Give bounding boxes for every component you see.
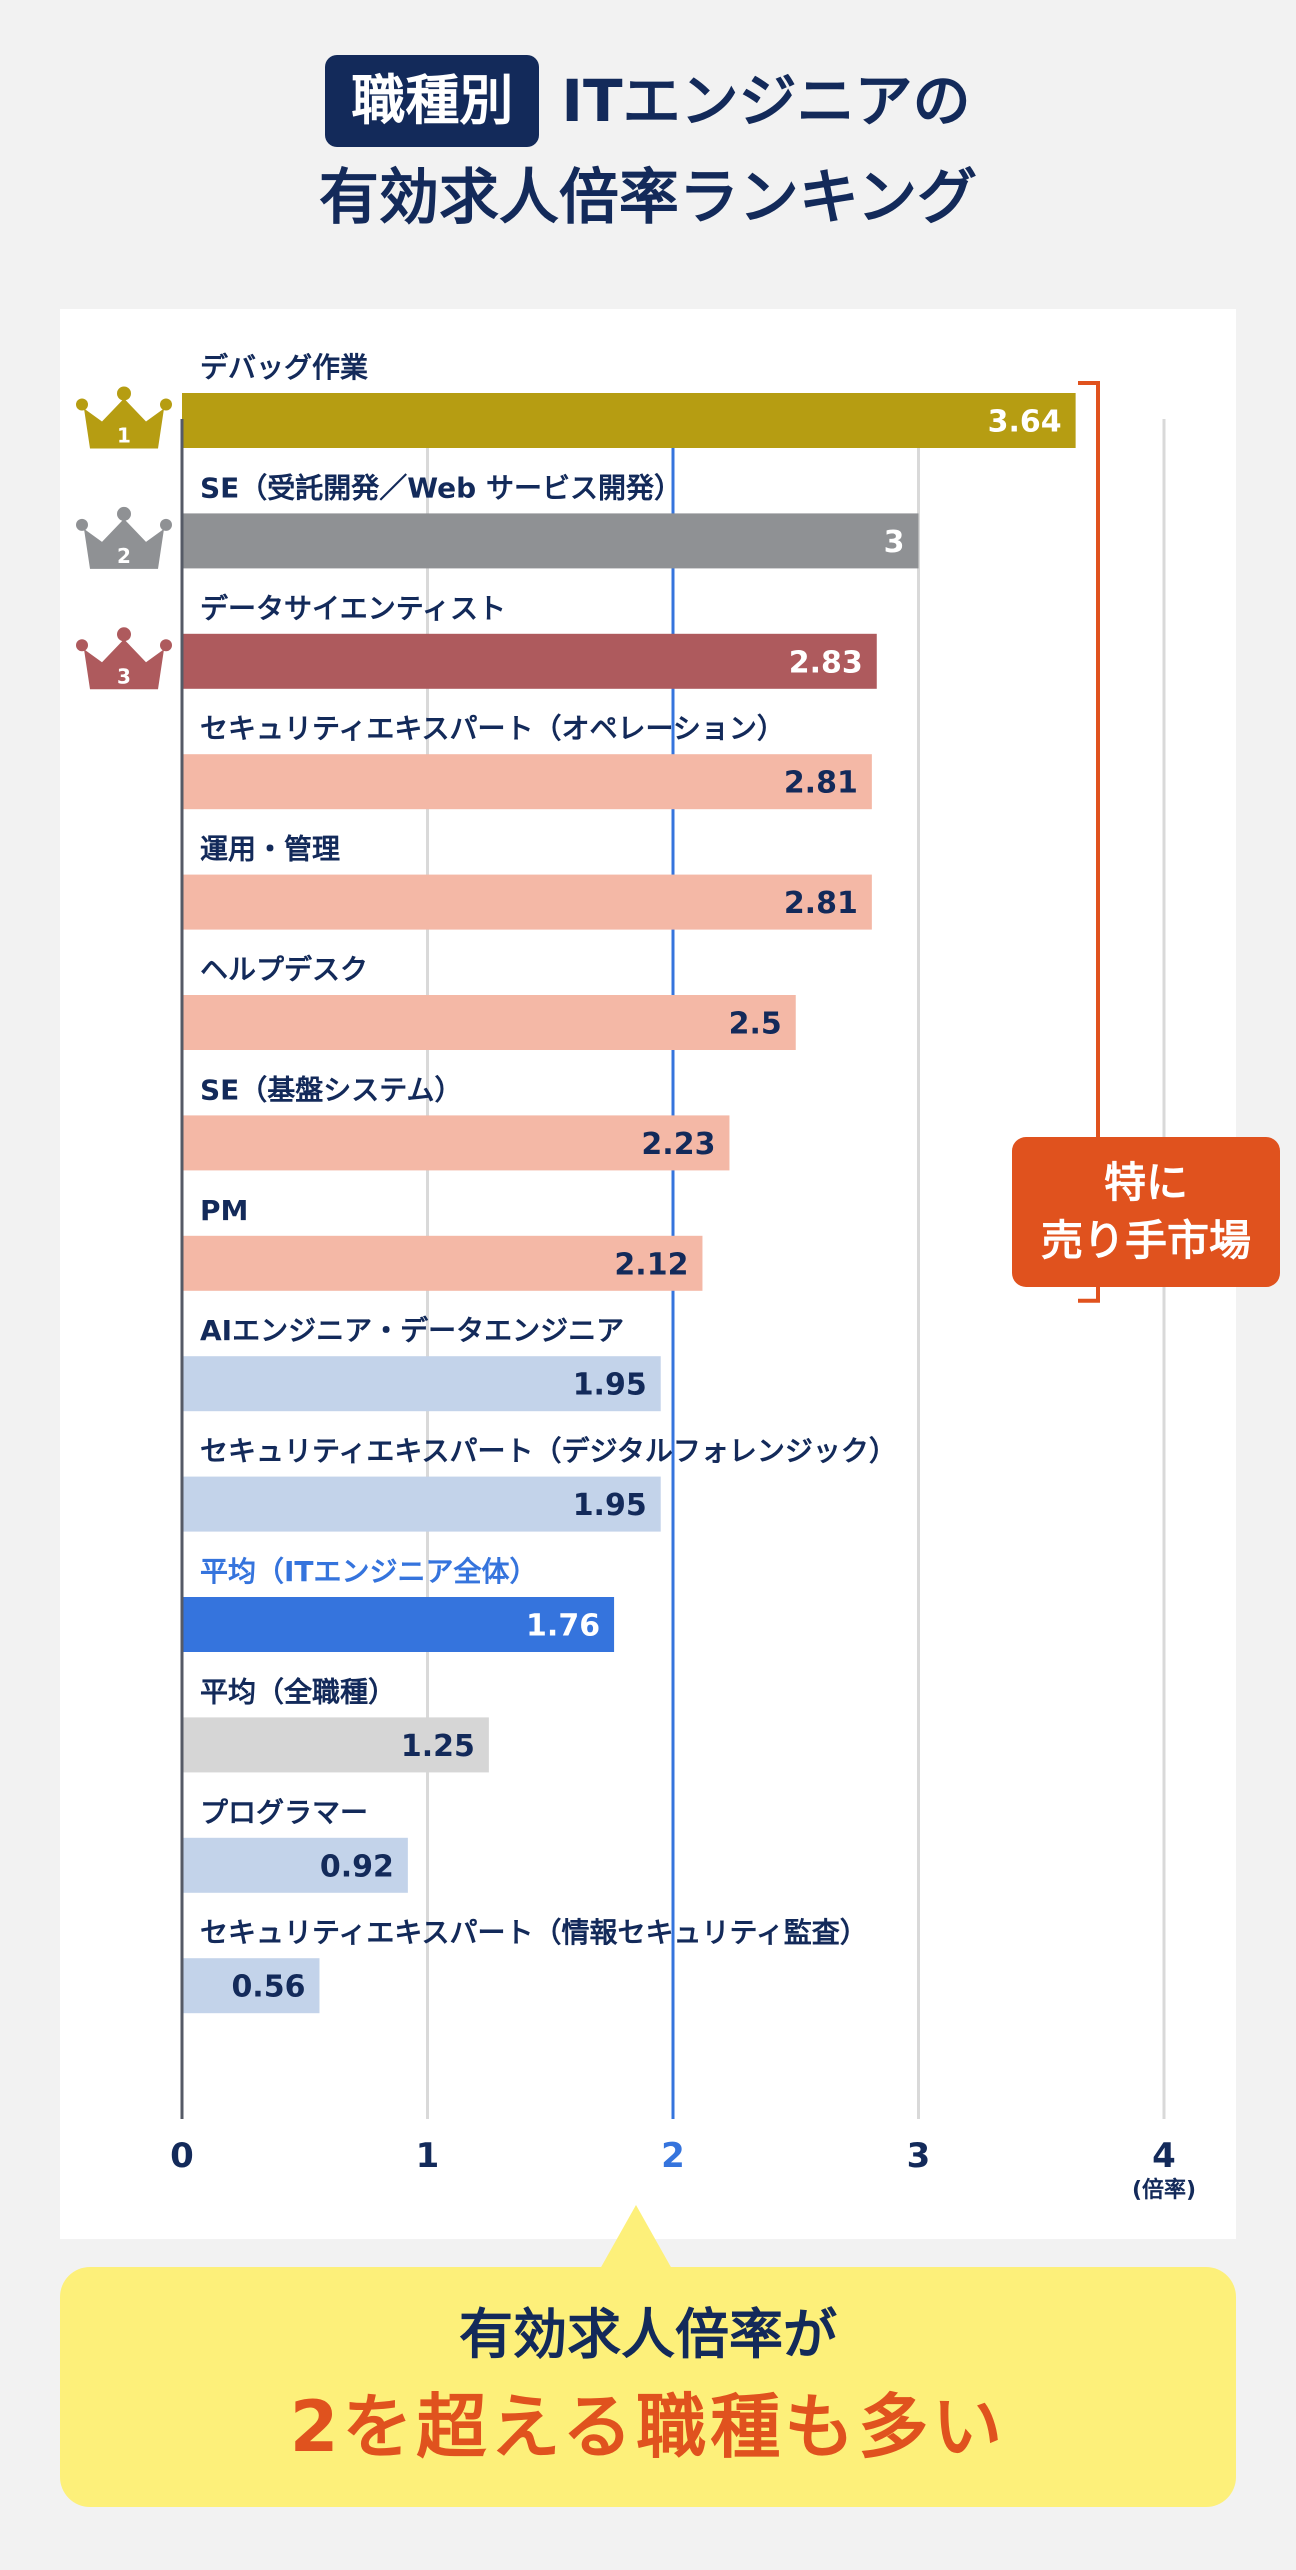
chart-panel: 0 1 2 3 4 (倍率) デバッグ作業 3.64 SE（受託開発／Web サービス開発） 3 デ… xyxy=(60,309,1280,2239)
category-label: セキュリティエキスパート（オペレーション） xyxy=(200,712,785,745)
bar xyxy=(182,1476,661,1532)
bar-row: 平均（ITエンジニア全体） 1.76 xyxy=(182,1555,615,1652)
bar xyxy=(182,633,877,689)
data-label: 1.95 xyxy=(573,1368,647,1403)
sellers-market-callout: 特に 売り手市場 xyxy=(1012,1137,1280,1287)
data-label: 1.95 xyxy=(573,1488,647,1523)
data-label: 0.92 xyxy=(320,1849,394,1884)
x-tick-label: 1 xyxy=(416,2136,440,2176)
bar-row: セキュリティエキスパート（オペレーション） 2.81 xyxy=(182,712,872,810)
data-label: 3.64 xyxy=(988,405,1062,440)
category-label: 運用・管理 xyxy=(200,833,340,866)
category-label: SE（基盤システム） xyxy=(200,1073,462,1106)
crown-dot xyxy=(117,506,131,521)
category-label: ヘルプデスク xyxy=(200,953,368,986)
callout-line1: 特に xyxy=(1103,1158,1188,1207)
x-tick-label: 4 xyxy=(1152,2136,1176,2176)
category-label: セキュリティエキスパート（デジタルフォレンジック） xyxy=(200,1435,897,1468)
callout-line2: 売り手市場 xyxy=(1040,1216,1251,1265)
crown-dot xyxy=(160,518,172,531)
bar xyxy=(182,1958,320,2014)
x-axis-unit: (倍率) xyxy=(1132,2177,1196,2203)
bar-row: ヘルプデスク 2.5 xyxy=(182,953,796,1050)
callout-pointer xyxy=(600,2205,672,2269)
x-tick-label: 0 xyxy=(170,2136,194,2176)
bar xyxy=(182,1717,489,1773)
crown-dot xyxy=(117,627,131,642)
title-line1: 職種別 ITエンジニアの xyxy=(0,55,1296,147)
bar-row: 平均（全職種）1.25 xyxy=(182,1675,489,1773)
category-badge: 職種別 xyxy=(325,55,540,147)
bar-row: データサイエンティスト 2.83 xyxy=(182,592,877,689)
bar xyxy=(182,995,796,1050)
category-label: プログラマー xyxy=(200,1796,368,1829)
bar xyxy=(182,1115,730,1171)
rank-number: 2 xyxy=(117,544,131,568)
data-label: 2.23 xyxy=(641,1127,715,1162)
bar-row: PM 2.12 xyxy=(182,1194,703,1291)
bar xyxy=(182,1356,661,1412)
category-label: セキュリティエキスパート（情報セキュリティ監査） xyxy=(200,1916,868,1949)
x-tick-label: 3 xyxy=(907,2136,931,2176)
crown-dot xyxy=(76,518,88,531)
category-label: デバッグ作業 xyxy=(200,351,368,384)
data-label: 1.76 xyxy=(526,1609,600,1644)
crown-shape xyxy=(84,639,164,690)
rank-number: 1 xyxy=(117,424,131,448)
bar xyxy=(182,1235,703,1291)
data-label: 2.81 xyxy=(784,766,858,801)
data-label: 2.83 xyxy=(789,645,863,680)
bar-row: SE（受託開発／Web サービス開発） 3 xyxy=(182,471,919,569)
bar xyxy=(182,393,1076,448)
bar-row: セキュリティエキスパート（情報セキュリティ監査） 0.56 xyxy=(182,1916,868,2014)
category-label: SE（受託開発／Web サービス開発） xyxy=(200,471,682,504)
bar-row: SE（基盤システム） 2.23 xyxy=(182,1073,730,1171)
data-label: 0.56 xyxy=(231,1970,305,2005)
crown-dot xyxy=(160,398,172,411)
bar-row: セキュリティエキスパート（デジタルフォレンジック） 1.95 xyxy=(182,1435,897,1532)
category-label: AIエンジニア・データエンジニア xyxy=(200,1314,624,1347)
category-label: 平均（ITエンジニア全体） xyxy=(200,1555,538,1588)
data-label: 2.5 xyxy=(729,1007,782,1042)
crown-dot xyxy=(76,398,88,411)
crown-icon: 1 xyxy=(76,386,172,449)
summary-line1: 有効求人倍率が xyxy=(459,2303,837,2366)
data-label: 2.12 xyxy=(614,1247,688,1282)
category-label: 平均（全職種） xyxy=(200,1675,396,1708)
data-label: 2.81 xyxy=(784,886,858,921)
sellers-market-bracket xyxy=(1078,381,1100,1303)
bar xyxy=(182,1837,408,1893)
crown-shape xyxy=(84,518,164,569)
crown-dot xyxy=(76,639,88,652)
bar-row: 運用・管理 2.81 xyxy=(182,833,872,930)
crown-shape xyxy=(84,398,164,449)
chart-title-part2: 有効求人倍率ランキング xyxy=(318,163,978,233)
data-label: 3 xyxy=(884,525,905,560)
rank-number: 3 xyxy=(117,664,131,688)
data-label: 1.25 xyxy=(401,1729,475,1764)
crown-dot xyxy=(117,386,131,401)
bar xyxy=(182,1597,615,1652)
bar-row: デバッグ作業 3.64 xyxy=(182,351,1076,448)
category-label: PM xyxy=(200,1194,248,1227)
bar xyxy=(182,874,872,930)
summary-box: 有効求人倍率が 2を超える職種も多い xyxy=(60,2267,1236,2507)
chart-title-part1: ITエンジニアの xyxy=(561,67,971,135)
summary-line2: 2を超える職種も多い xyxy=(289,2386,1007,2468)
chart-header: 職種別 ITエンジニアの 有効求人倍率ランキング xyxy=(0,55,1296,243)
bar xyxy=(182,513,919,569)
category-label: データサイエンティスト xyxy=(200,592,506,625)
crown-icon: 3 xyxy=(76,627,172,690)
x-tick-label: 2 xyxy=(661,2136,685,2176)
bar-row: プログラマー 0.92 xyxy=(182,1796,408,1893)
crown-dot xyxy=(160,639,172,652)
bar xyxy=(182,754,872,810)
crown-icon: 2 xyxy=(76,506,172,569)
bar-row: AIエンジニア・データエンジニア 1.95 xyxy=(182,1314,661,1412)
